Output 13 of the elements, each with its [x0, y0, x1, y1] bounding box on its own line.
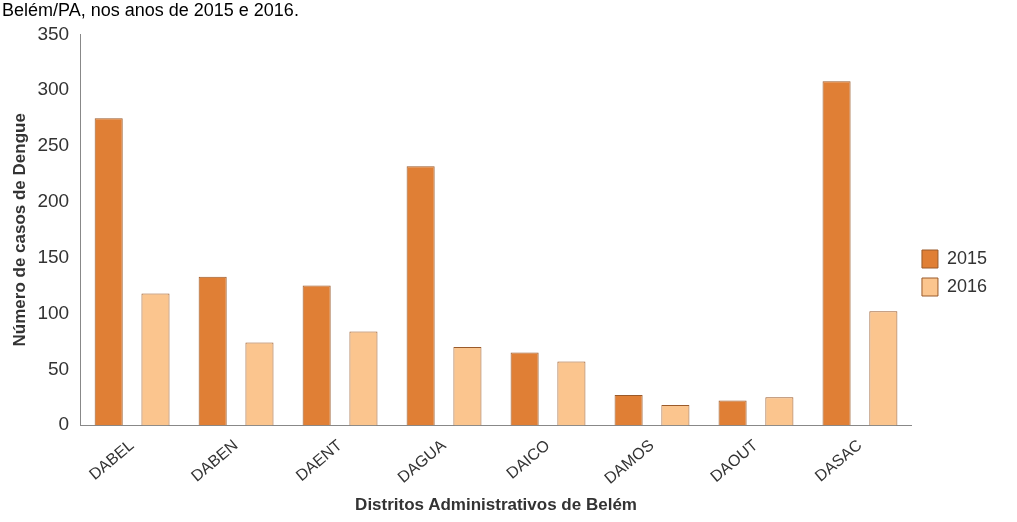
y-tick-label: 150	[37, 245, 70, 267]
y-tick-label: 200	[37, 190, 70, 212]
y-tick-label: 0	[58, 413, 70, 435]
y-tick-label: 50	[47, 357, 70, 379]
legend-label: 2015	[946, 247, 987, 268]
chart-title: Belém/PA, nos anos de 2015 e 2016.	[2, 0, 299, 20]
y-tick-label: 250	[37, 134, 70, 156]
legend-label: 2016	[946, 275, 987, 296]
y-tick-label: 300	[37, 78, 70, 100]
y-tick-label: 100	[37, 301, 70, 323]
y-tick-label: 350	[37, 22, 70, 44]
x-axis-title: Distritos Administrativos de Belém	[355, 495, 637, 515]
y-axis-title: Número de casos de Dengue	[9, 113, 29, 347]
